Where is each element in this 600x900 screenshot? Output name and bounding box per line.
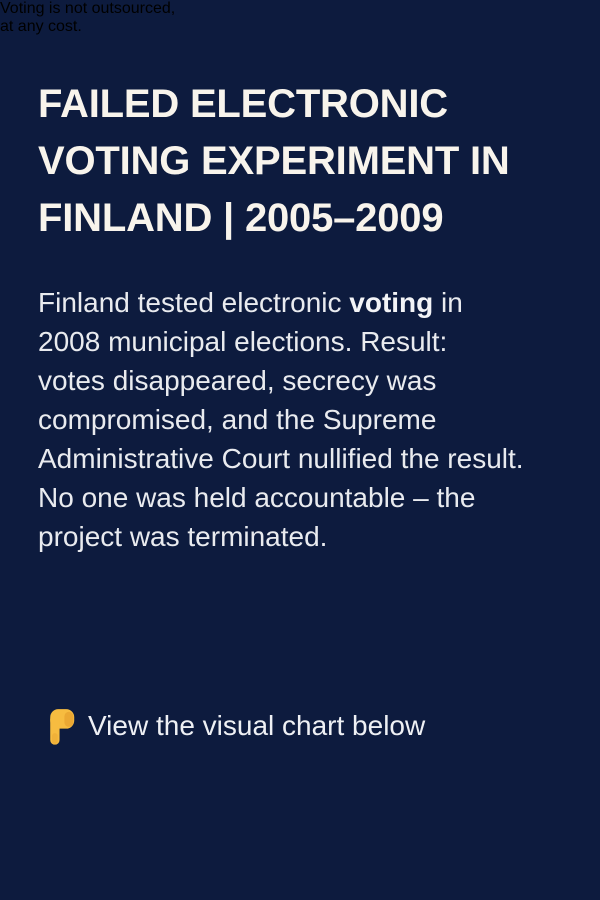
body-line-3: votes disappeared, secrecy was <box>38 365 437 396</box>
body-line-5: Administrative Court nullified the resul… <box>38 443 524 474</box>
statement-line-2: at any cost. <box>0 18 82 35</box>
headline-line-2: VOTING EXPERIMENT IN <box>38 139 510 183</box>
headline-line-1: FAILED ELECTRONIC <box>38 82 448 126</box>
body-line-1: Finland tested electronic voting in <box>38 283 524 322</box>
body-line-1-pre: Finland tested electronic <box>38 287 350 318</box>
body-line-7: project was terminated. <box>38 521 328 552</box>
body-line-1-bold: voting <box>349 287 434 318</box>
body-line-4: compromised, and the Supreme <box>38 404 437 435</box>
body-line-1-post: in <box>433 287 463 318</box>
cta-label: View the visual chart below <box>88 710 426 741</box>
body-line-2: 2008 municipal elections. Result: <box>38 326 448 357</box>
body-line-6: No one was held accountable – the <box>38 482 476 513</box>
cta-row: View the visual chart below <box>44 706 425 746</box>
statement-line-1: Voting is not outsourced, <box>0 0 176 17</box>
headline: FAILED ELECTRONIC VOTING EXPERIMENT IN F… <box>38 76 510 247</box>
headline-line-3: FINLAND | 2005–2009 <box>38 196 444 240</box>
body-paragraph: Finland tested electronic voting in 2008… <box>38 283 524 556</box>
pointing-down-icon <box>44 706 76 746</box>
